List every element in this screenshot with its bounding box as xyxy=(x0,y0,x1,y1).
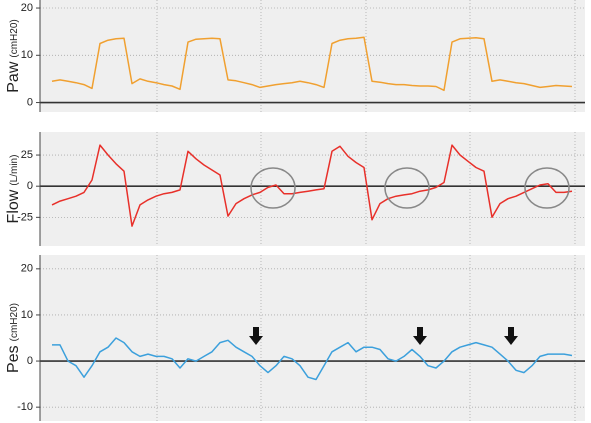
y-tick-label: 0 xyxy=(27,96,33,108)
y-axis-unit: (cmH20) xyxy=(9,19,20,57)
y-axis-title: Paw xyxy=(5,61,22,93)
y-tick-label: -10 xyxy=(17,401,33,413)
y-tick-label: 25 xyxy=(21,149,33,161)
highlight-circle xyxy=(250,167,296,209)
y-tick-label: -25 xyxy=(17,211,33,223)
waveform-line xyxy=(51,36,573,92)
y-axis-label: Paw (cmH20) xyxy=(5,19,22,92)
arrow-marker xyxy=(413,327,427,345)
y-tick-label: 20 xyxy=(21,263,33,275)
y-axis-title: Pes xyxy=(5,345,22,373)
y-tick-label: 10 xyxy=(21,49,33,61)
y-tick-label: 20 xyxy=(21,2,33,14)
waveform-line xyxy=(52,337,573,381)
plot-background xyxy=(40,132,585,246)
plot-background xyxy=(40,255,585,421)
arrow-marker xyxy=(249,327,263,345)
arrow-marker xyxy=(504,327,518,345)
y-axis-title: Flow xyxy=(5,189,22,223)
y-axis-label: Flow (L/min) xyxy=(5,155,22,224)
highlight-circle xyxy=(524,167,570,209)
waveform-line xyxy=(51,144,573,227)
y-axis-unit: (cmH20) xyxy=(9,303,20,341)
y-tick-label: 0 xyxy=(27,355,33,367)
highlight-circle xyxy=(384,167,430,209)
y-axis-unit: (L/min) xyxy=(9,155,20,186)
plot-background xyxy=(40,0,585,112)
y-tick-label: 0 xyxy=(27,180,33,192)
y-tick-label: 10 xyxy=(21,309,33,321)
y-axis-label: Pes (cmH20) xyxy=(5,303,22,373)
